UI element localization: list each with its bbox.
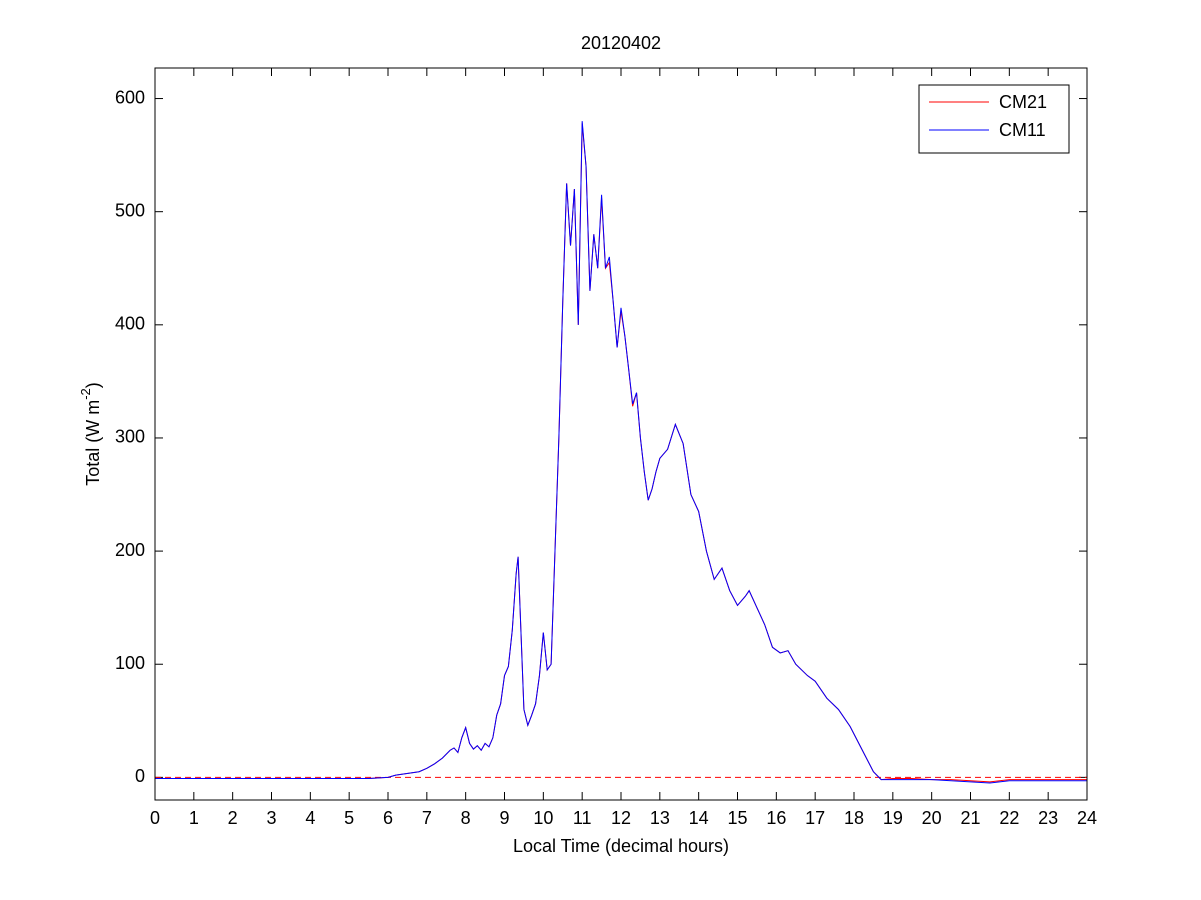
x-tick-label: 15	[727, 808, 747, 828]
y-tick-label: 500	[115, 200, 145, 220]
x-tick-label: 12	[611, 808, 631, 828]
x-tick-label: 17	[805, 808, 825, 828]
y-tick-label: 200	[115, 540, 145, 560]
y-axis-label: Total (W m-2)	[78, 382, 102, 486]
x-tick-label: 22	[999, 808, 1019, 828]
y-tick-label: 300	[115, 427, 145, 447]
legend-label: CM11	[999, 120, 1046, 140]
x-tick-label: 0	[150, 808, 160, 828]
x-tick-label: 8	[461, 808, 471, 828]
legend-box	[918, 84, 1070, 154]
y-label-text: Total (W m	[83, 400, 103, 486]
data-line	[155, 123, 1087, 783]
y-label-end: )	[83, 382, 103, 388]
y-label-sup: -2	[78, 388, 93, 400]
x-tick-label: 20	[922, 808, 942, 828]
x-tick-label: 9	[499, 808, 509, 828]
x-tick-label: 13	[650, 808, 670, 828]
x-axis-label: Local Time (decimal hours)	[513, 836, 729, 856]
x-tick-label: 3	[266, 808, 276, 828]
y-tick-label: 400	[115, 314, 145, 334]
x-tick-label: 10	[533, 808, 553, 828]
x-tick-label: 4	[305, 808, 315, 828]
x-tick-label: 1	[189, 808, 199, 828]
x-tick-label: 2	[228, 808, 238, 828]
data-line	[155, 121, 1087, 784]
x-tick-label: 24	[1077, 808, 1097, 828]
x-tick-label: 7	[422, 808, 432, 828]
x-tick-label: 19	[883, 808, 903, 828]
x-tick-label: 5	[344, 808, 354, 828]
x-tick-label: 23	[1038, 808, 1058, 828]
chart-title: 20120402	[581, 33, 661, 53]
plot-frame	[154, 67, 1088, 801]
y-tick-label: 600	[115, 87, 145, 107]
x-tick-label: 21	[960, 808, 980, 828]
legend-label: CM21	[999, 92, 1047, 112]
x-tick-label: 11	[573, 808, 592, 828]
x-tick-label: 6	[383, 808, 393, 828]
x-tick-label: 16	[766, 808, 786, 828]
x-tick-label: 14	[689, 808, 709, 828]
y-tick-label: 0	[135, 766, 145, 786]
y-tick-label: 100	[115, 653, 145, 673]
x-tick-label: 18	[844, 808, 864, 828]
legend: CM21 CM11	[918, 84, 1070, 154]
